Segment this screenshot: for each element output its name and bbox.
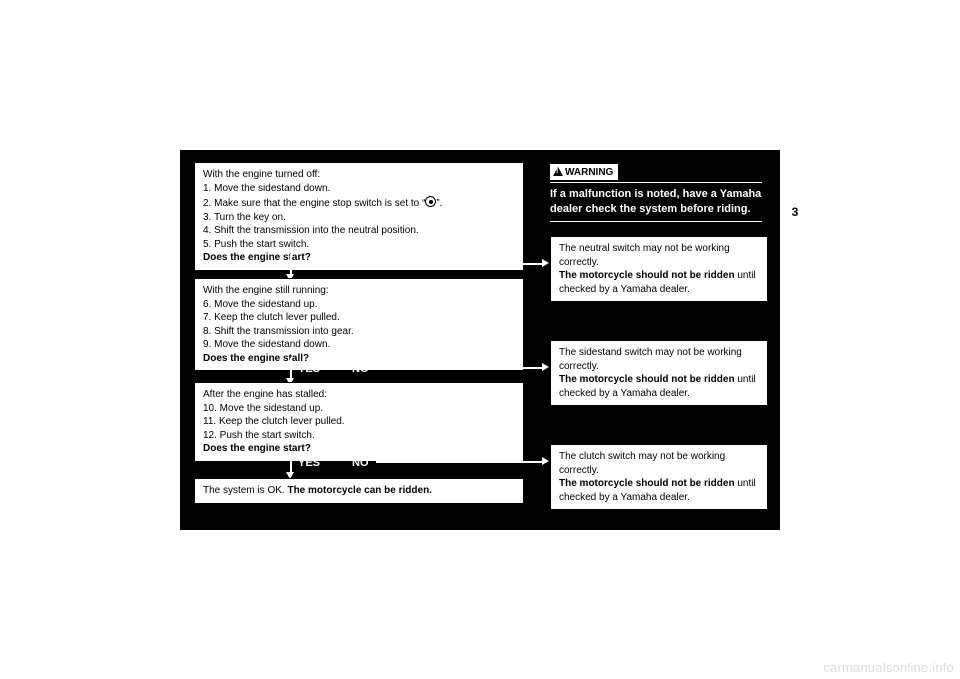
fault-sidestand-l1: The sidestand switch may not be working … <box>559 346 759 373</box>
engine-run-symbol-icon <box>425 196 436 207</box>
fault-clutch-bold: The motorcycle should not be ridden <box>559 478 735 489</box>
flow-box-fault-sidestand: The sidestand switch may not be working … <box>550 340 768 406</box>
step3-question: Does the engine start? <box>203 442 515 456</box>
ok-bold: The motorcycle can be ridden. <box>287 485 431 496</box>
warning-badge: WARNING <box>550 164 618 180</box>
step3-l2: 11. Keep the clutch lever pulled. <box>203 415 515 429</box>
decision2-no: NO <box>352 363 369 375</box>
flow-box-fault-clutch: The clutch switch may not be working cor… <box>550 444 768 510</box>
arrow-right-icon <box>542 363 549 371</box>
step1-l5: 5. Push the start switch. <box>203 238 515 252</box>
step2-lead: With the engine still running: <box>203 284 515 298</box>
step1-l2: 2. Make sure that the engine stop switch… <box>203 195 515 211</box>
step2-l4: 9. Move the sidestand down. <box>203 338 515 352</box>
step3-lead: After the engine has stalled: <box>203 388 515 402</box>
decision3-no: NO <box>352 457 369 469</box>
fault-clutch-l1: The clutch switch may not be working cor… <box>559 450 759 477</box>
warning-triangle-icon <box>553 167 563 176</box>
fault-neutral-bold: The motorcycle should not be ridden <box>559 270 735 281</box>
warning-label: WARNING <box>565 167 613 178</box>
fault-neutral-l1: The neutral switch may not be working co… <box>559 242 759 269</box>
flow-box-step1: With the engine turned off: 1. Move the … <box>194 162 524 271</box>
step2-l2: 7. Keep the clutch lever pulled. <box>203 311 515 325</box>
step2-l1: 6. Move the sidestand up. <box>203 298 515 312</box>
decision1-no: NO <box>352 259 369 271</box>
decision2-yes: YES <box>298 363 320 375</box>
fault-sidestand-bold: The motorcycle should not be ridden <box>559 374 735 385</box>
step2-l3: 8. Shift the transmission into gear. <box>203 325 515 339</box>
diagram-sheet: 3 WARNING If a malfunction is noted, hav… <box>180 150 780 530</box>
flow-box-ok: The system is OK. The motorcycle can be … <box>194 478 524 504</box>
arrow-right-icon <box>542 457 549 465</box>
flow-box-step2: With the engine still running: 6. Move t… <box>194 278 524 371</box>
step1-l3: 3. Turn the key on. <box>203 211 515 225</box>
step1-l4: 4. Shift the transmission into the neutr… <box>203 224 515 238</box>
flow-box-fault-neutral: The neutral switch may not be working co… <box>550 236 768 302</box>
step1-lead: With the engine turned off: <box>203 168 515 182</box>
decision1-yes: YES <box>298 259 320 271</box>
warning-text: If a malfunction is noted, have a Yamaha… <box>550 187 762 222</box>
step1-l1: 1. Move the sidestand down. <box>203 182 515 196</box>
warning-block: WARNING If a malfunction is noted, have … <box>550 164 762 222</box>
flow-box-step3: After the engine has stalled: 10. Move t… <box>194 382 524 462</box>
ok-pre: The system is OK. <box>203 485 287 496</box>
decision3-yes: YES <box>298 457 320 469</box>
watermark: carmanualsonline.info <box>823 660 954 675</box>
arrow-right-icon <box>542 259 549 267</box>
step3-l1: 10. Move the sidestand up. <box>203 402 515 416</box>
page-number: 3 <box>788 205 802 219</box>
step3-l3: 12. Push the start switch. <box>203 429 515 443</box>
